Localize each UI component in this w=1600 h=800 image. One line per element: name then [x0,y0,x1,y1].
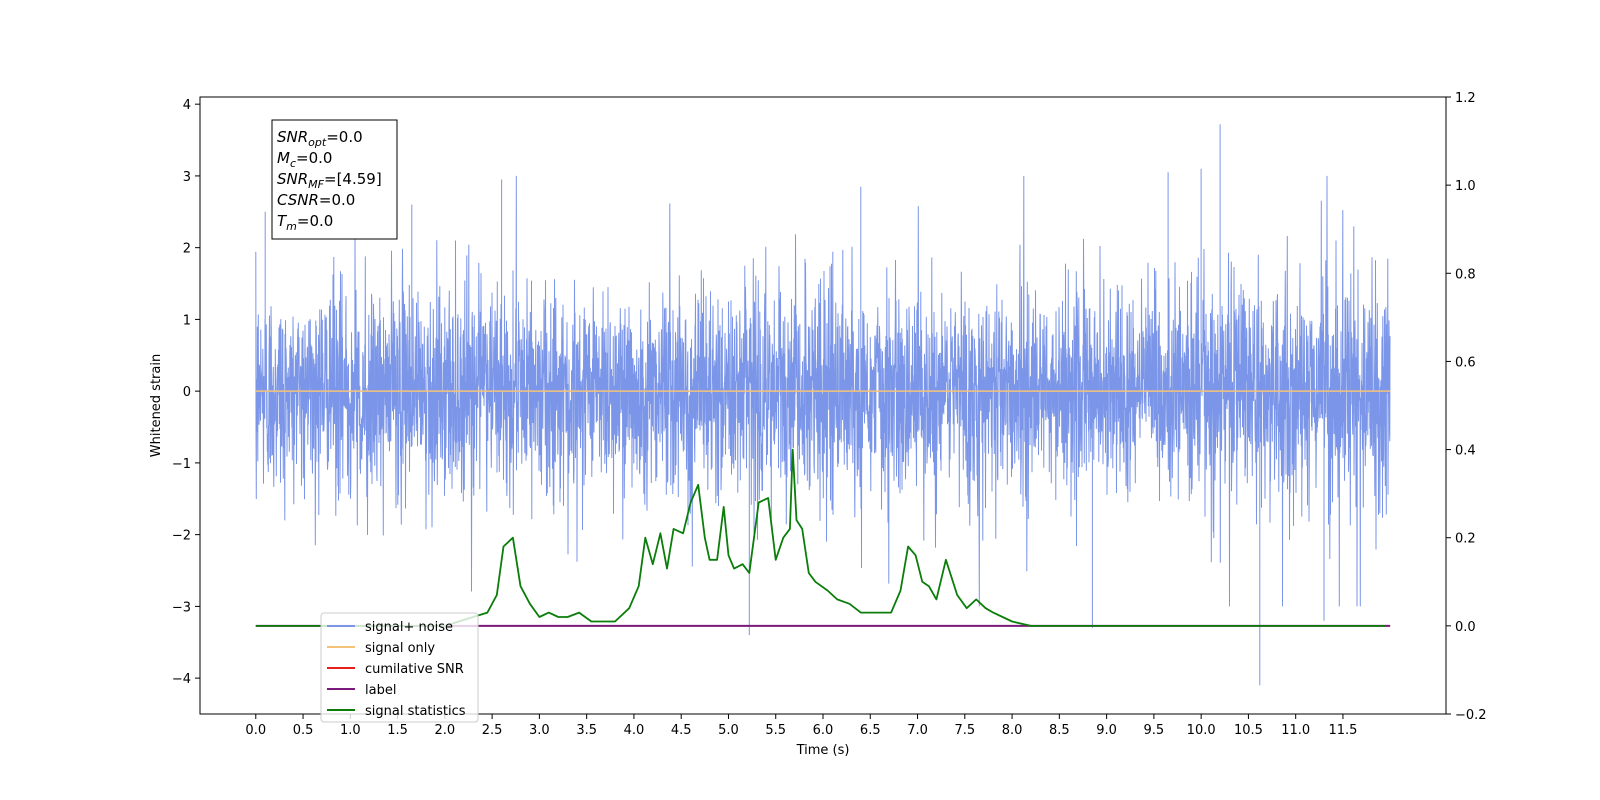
y-tick-label: 0 [183,385,191,400]
x-tick-label: 1.5 [387,723,408,738]
x-tick-label: 0.0 [245,723,266,738]
annotation-value: =0.0 [326,128,362,146]
annotation-line: SNRopt=0.0 [277,128,363,149]
annotation-value: =0.0 [297,212,333,230]
x-tick-label: 7.0 [907,723,928,738]
x-tick-label: 8.5 [1049,723,1070,738]
annotation-line: SNRMF=[4.59] [277,170,382,191]
annotation-subscript: MF [308,178,324,191]
legend-label: signal+ noise [365,620,453,635]
annotation-value: =0.0 [319,191,355,209]
y-tick-label: −1 [172,457,191,472]
annotation-value: =[4.59] [324,170,382,188]
annotation-subscript: c [290,157,296,170]
x-tick-label: 3.0 [529,723,550,738]
x-tick-label: 2.5 [482,723,503,738]
annotation-line: Tm=0.0 [277,212,333,233]
y-tick-label: 1 [183,313,191,328]
annotation-subscript: opt [308,136,327,149]
annotation-symbol: SNR [277,128,308,146]
y2-tick-label: 1.2 [1455,91,1476,106]
y-tick-label: −2 [172,529,191,544]
y-tick-label: 2 [183,242,191,257]
x-tick-label: 2.0 [435,723,456,738]
x-tick-label: 6.0 [813,723,834,738]
y-tick-label: 3 [183,170,191,185]
x-tick-label: 4.5 [671,723,692,738]
legend-label: cumilative SNR [365,662,464,677]
y-tick-label: −4 [172,672,191,687]
x-tick-label: 8.0 [1002,723,1023,738]
x-tick-label: 3.5 [576,723,597,738]
annotation-symbol: M [277,149,290,167]
y2-tick-label: 0.0 [1455,620,1476,635]
y-axis-left: 4 3 2 1 0 −1 −2 −3 −4 [172,98,200,687]
y2-tick-label: 0.4 [1455,444,1476,459]
series-signal-statistics [255,448,1386,627]
x-tick-label: 4.0 [624,723,645,738]
y2-tick-label: 0.2 [1455,532,1476,547]
series-layer [255,124,1391,686]
x-tick-label: 0.5 [293,723,314,738]
y-axis-title: Whitened strain [149,354,164,457]
x-tick-label: 10.0 [1187,723,1216,738]
x-tick-label: 5.0 [718,723,739,738]
y-tick-label: −3 [172,600,191,615]
x-tick-label: 5.5 [765,723,786,738]
legend-label: signal only [365,641,435,656]
annotation-subscript: m [286,220,297,233]
annotation-symbol: SNR [277,170,308,188]
metrics-annotation-box: SNRopt=0.0Mc=0.0SNRMF=[4.59]CSNR=0.0Tm=0… [271,119,398,240]
y2-tick-label: 0.8 [1455,267,1476,282]
annotation-frame [271,119,398,240]
legend-frame [320,612,479,723]
x-tick-label: 9.0 [1096,723,1117,738]
y2-tick-label: 1.0 [1455,179,1476,194]
legend-label: signal statistics [365,704,466,719]
annotation-line: Mc=0.0 [277,149,332,170]
annotation-symbol: CSNR [277,191,319,209]
x-axis: 0.0 0.5 1.0 1.5 2.0 2.5 3.0 3.5 4.0 4.5 5.0 5.5 6.0 6… [245,714,1357,738]
x-tick-label: 7.5 [954,723,975,738]
y2-tick-label: −0.2 [1455,708,1487,723]
legend-label: label [365,683,396,698]
x-tick-label: 6.5 [860,723,881,738]
legend: signal+ noise signal only cumilative SNR la… [320,612,479,723]
annotation-line: CSNR=0.0 [277,191,355,209]
y-tick-label: 4 [183,98,191,113]
x-tick-label: 11.5 [1328,723,1357,738]
series-signal-noise [255,124,1391,686]
x-tick-label: 11.0 [1281,723,1310,738]
x-tick-label: 9.5 [1144,723,1165,738]
x-tick-label: 1.0 [340,723,361,738]
x-tick-label: 10.5 [1234,723,1263,738]
y2-tick-label: 0.6 [1455,355,1476,370]
x-axis-title: Time (s) [796,743,850,758]
annotation-symbol: T [277,212,288,230]
y-axis-right: 1.2 1.0 0.8 0.6 0.4 0.2 0.0 −0.2 [1446,91,1487,723]
annotation-value: =0.0 [296,149,332,167]
